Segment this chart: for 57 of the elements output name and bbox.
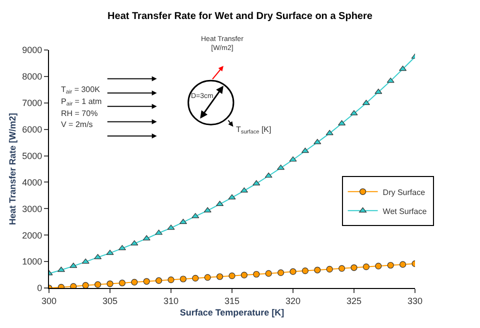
annotation: T$_{air}$ = 300K [61,85,101,96]
y-tick-label: 1000 [22,256,42,267]
point [289,156,297,162]
point [228,272,236,280]
x-axis-title: Surface Temperature [K] [180,308,284,318]
y-tick-label: 5000 [22,150,42,161]
point [240,272,248,278]
point [400,261,406,268]
y-tick-label: 4000 [22,177,42,188]
point [180,276,186,282]
x-tick-label: 330 [407,296,423,306]
y-tick-label: 2000 [22,230,42,240]
x-tick-label: 300 [41,296,57,306]
point [302,268,308,274]
legend-label: Wet Surface [382,206,428,216]
point [156,277,162,284]
legend-label: Dry Surface [382,188,426,197]
point [314,138,322,144]
y-tick-label: 3000 [22,204,42,214]
x-tick-label: 310 [163,296,179,306]
point [204,274,211,281]
x-tick-label: 305 [102,296,118,306]
point [350,264,358,271]
point [314,266,321,274]
point [94,281,102,288]
y-axis-title: Heat Transfer Rate [W/m2] [8,112,18,226]
x-tick-label: 315 [224,296,240,306]
point [143,278,150,285]
point [326,266,333,273]
point [362,264,370,270]
x-tick-label: 325 [346,296,362,306]
point [118,280,126,286]
y-tick-label: 7000 [22,98,42,108]
point [106,280,114,288]
point [253,270,260,278]
point [278,269,284,276]
point [265,270,272,277]
point [168,276,174,284]
annotation: T$_{surface}$ [K] [236,125,272,136]
chart-title: Heat Transfer Rate for Wet and Dry Surface on a Sphere [108,11,373,22]
point [70,283,77,288]
point [192,274,199,282]
y-tick-label: 8000 [22,72,42,82]
annotation: V = 2m/s [61,120,93,129]
y-tick-label: 0 [37,283,42,294]
annotation: P$_{air}$ = 1 atm [61,97,102,108]
annotation: RH = 70% [61,109,98,118]
point [216,273,224,280]
point [82,282,89,288]
point [290,268,296,275]
point [338,265,346,272]
point [375,262,382,270]
y-tick-label: 6000 [22,124,42,134]
x-tick-label: 320 [285,296,301,306]
y-tick-label: 9000 [22,45,42,56]
point [131,278,138,286]
point [387,262,394,269]
